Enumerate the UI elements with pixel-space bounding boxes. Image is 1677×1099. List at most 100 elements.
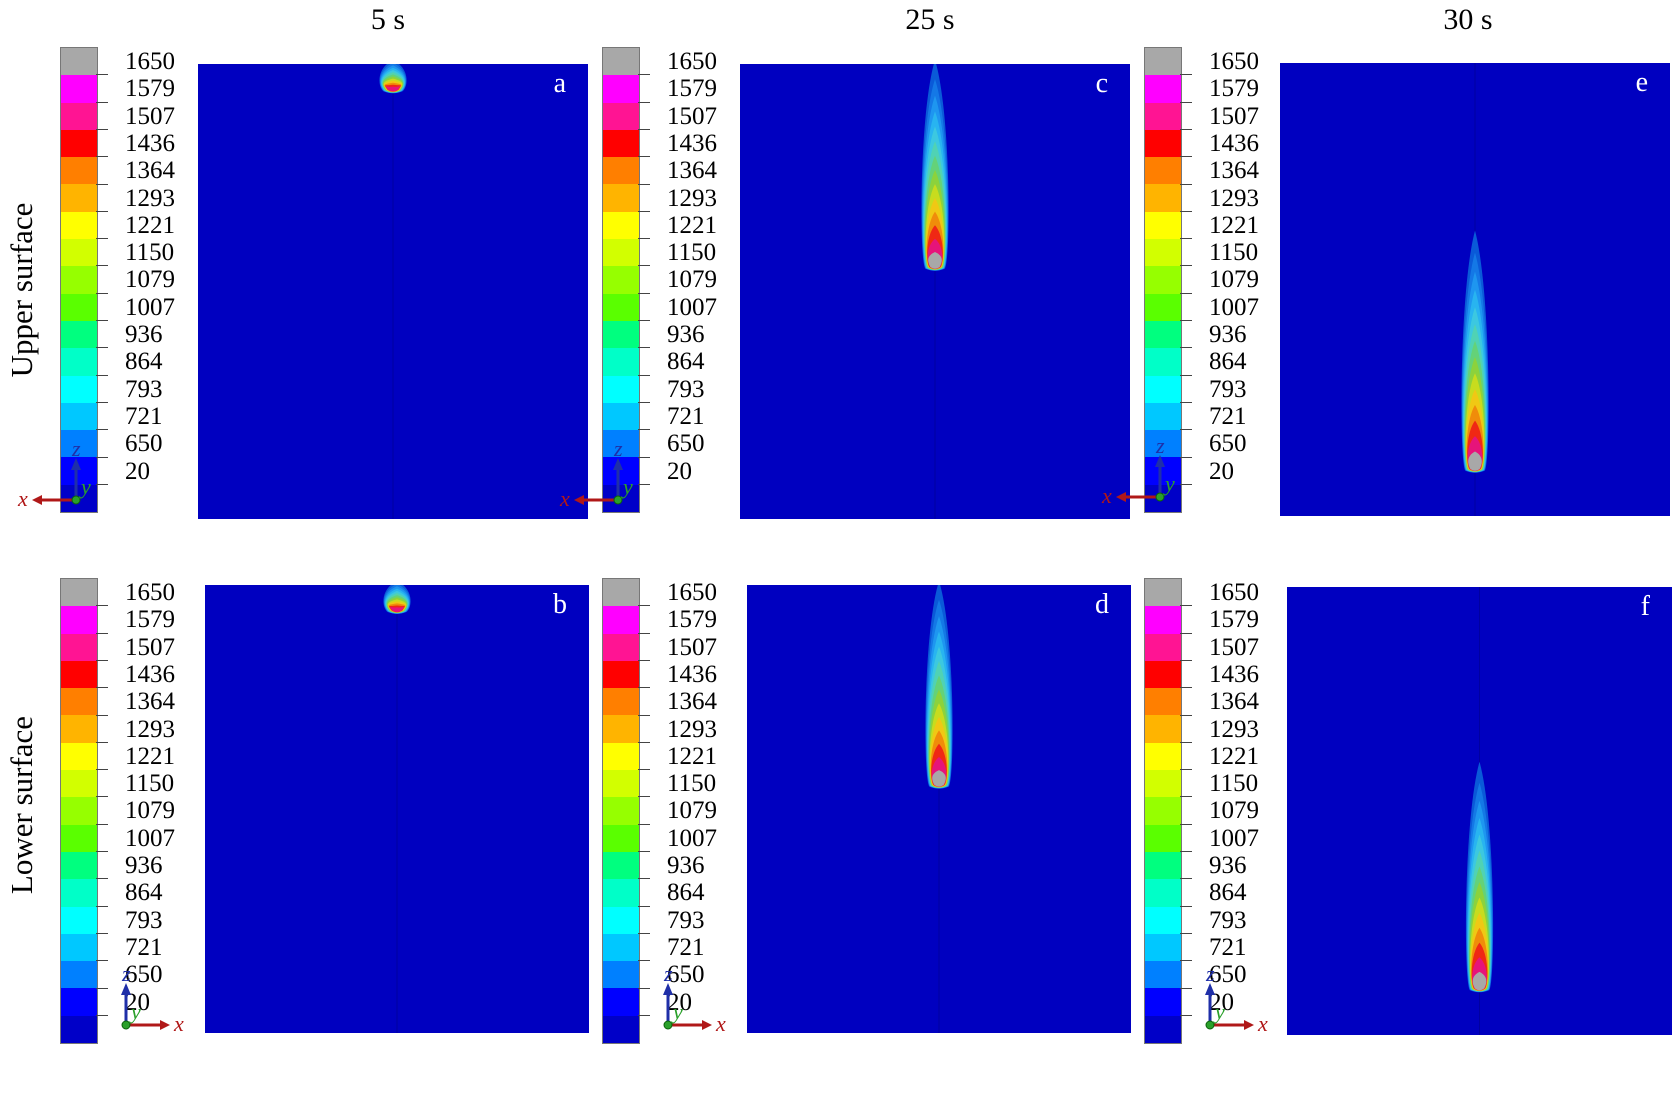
colorbar-tick (638, 932, 650, 934)
colorbar-tick (96, 932, 108, 934)
colorbar-tick (638, 714, 650, 716)
colorbar-label: 1150 (667, 239, 717, 267)
colorbar-tick (96, 905, 108, 907)
colorbar-label: 936 (667, 321, 705, 348)
colorbar-label: 1650 (125, 579, 175, 606)
colorbar-tick (96, 659, 108, 661)
colorbar-tick (638, 128, 650, 130)
colorbar-swatch (603, 988, 639, 1016)
colorbar-label: 721 (125, 402, 163, 430)
colorbar-swatch (61, 48, 97, 76)
colorbar-label: 1436 (125, 660, 175, 688)
colorbar-swatch (1145, 48, 1181, 76)
y-axis-origin (663, 1020, 673, 1030)
colorbar-label: 1150 (1209, 239, 1259, 267)
colorbar-swatch (1145, 742, 1181, 771)
colorbar-swatch (1145, 579, 1181, 607)
colorbar-label: 1221 (1209, 211, 1259, 239)
colorbar-tick (1180, 429, 1192, 431)
colorbar-label: 936 (125, 321, 163, 348)
colorbar-swatch (61, 430, 97, 458)
colorbar-label: 1007 (125, 293, 175, 321)
colorbar-label: 1507 (1209, 102, 1259, 130)
colorbar-tick (638, 905, 650, 907)
colorbar-tick (1180, 905, 1192, 907)
colorbar-label: 864 (667, 879, 705, 907)
isotherm-band (389, 606, 405, 613)
colorbar-swatch (603, 688, 639, 716)
colorbar-label: 864 (1209, 879, 1247, 907)
colorbar-label: 1007 (1209, 293, 1259, 321)
panel-letter-a: a (553, 68, 566, 99)
y-axis-origin (1155, 492, 1165, 502)
colorbar-swatch (603, 933, 639, 962)
colorbar-swatch (603, 797, 639, 825)
colorbar-swatch (1145, 688, 1181, 716)
colorbar-tick (96, 292, 108, 294)
colorbar-swatch (1145, 851, 1181, 880)
colorbar-label: 1221 (125, 211, 175, 239)
colorbar-label: 936 (667, 852, 705, 879)
colorbar-label: 20 (125, 457, 150, 485)
colorbar-tick (1180, 714, 1192, 716)
axis-triad-r0-c1: z x y (559, 436, 633, 511)
colorbar-label: 1150 (1209, 770, 1259, 798)
panel-letter-e: e (1635, 67, 1648, 98)
colorbar-label: 1221 (667, 742, 717, 770)
colorbar-tick (96, 320, 108, 321)
colorbar-label: 1436 (125, 129, 175, 157)
colorbar-label: 1293 (125, 715, 175, 743)
colorbar-label: 1007 (667, 293, 717, 321)
colorbar-tick (96, 347, 108, 349)
colorbar-tick (1180, 238, 1192, 240)
colorbar-label: 793 (667, 375, 705, 403)
colorbar-swatch (603, 824, 639, 852)
colorbar-label: 1079 (125, 266, 175, 294)
colorbar-tick (1180, 987, 1192, 989)
colorbar-swatch (603, 961, 639, 989)
colorbar-label: 1293 (1209, 715, 1259, 743)
colorbar-swatch (603, 266, 639, 294)
colorbar-tick (96, 632, 108, 634)
colorbar-label: 1150 (667, 770, 717, 798)
colorbar-swatch (61, 961, 97, 989)
colorbar-tick (96, 429, 108, 431)
colorbar-tick (96, 878, 108, 880)
colorbar-tick (96, 823, 108, 825)
colorbar-tick (1180, 878, 1192, 880)
colorbar-label: 650 (125, 961, 163, 989)
colorbar-swatch (1145, 157, 1181, 185)
x-axis-label: x (173, 1011, 184, 1036)
colorbar-swatch (1145, 961, 1181, 989)
column-title-30s: 30 s (1443, 3, 1493, 36)
colorbar-swatch (61, 1015, 97, 1044)
colorbar-tick (638, 796, 650, 798)
colorbar-label: 1507 (1209, 633, 1259, 661)
contour-panel-e: e (1280, 63, 1670, 516)
colorbar-tick (638, 769, 650, 771)
colorbar-tick (1180, 687, 1192, 689)
colorbar-tick (1180, 347, 1192, 349)
contour-plot-b (205, 585, 589, 1033)
colorbar-tick (638, 632, 650, 634)
isotherm-band (1468, 451, 1482, 471)
colorbar-tick (96, 238, 108, 240)
y-axis-origin (71, 495, 81, 505)
colorbar-tick (1180, 741, 1192, 743)
colorbar-swatch (61, 266, 97, 294)
z-axis-label: z (613, 436, 623, 461)
z-axis-arrowhead (1155, 455, 1165, 467)
colorbar-swatch (1145, 402, 1181, 431)
colorbar-tick (638, 987, 650, 989)
colorbar-label: 1079 (125, 797, 175, 825)
z-axis-label: z (121, 961, 131, 986)
colorbar-swatch (1145, 375, 1181, 403)
colorbar-label: 1150 (125, 770, 175, 798)
colorbar-swatch (61, 906, 97, 934)
colorbar-tick (96, 74, 108, 76)
isotherm-band (1472, 971, 1487, 991)
y-axis-label: y (79, 474, 91, 499)
colorbar-swatch (1145, 102, 1181, 130)
colorbar-tick (1180, 374, 1192, 376)
colorbar-tick (96, 796, 108, 798)
